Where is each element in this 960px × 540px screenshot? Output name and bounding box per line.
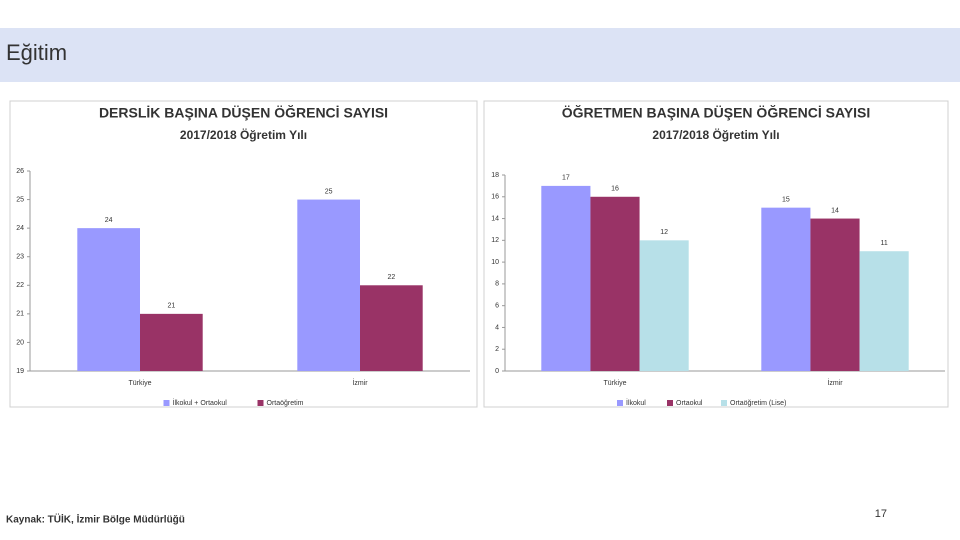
legend-label: İlkokul (626, 398, 646, 407)
y-tick-label: 0 (495, 368, 499, 375)
data-label: 11 (880, 240, 887, 247)
header-band (0, 28, 960, 82)
bar (590, 196, 640, 371)
chart-title: ÖĞRETMEN BAŞINA DÜŞEN ÖĞRENCİ SAYISI (562, 104, 871, 121)
chart-subtitle: 2017/2018 Öğretim Yılı (180, 127, 307, 142)
y-tick-label: 2 (495, 346, 499, 353)
bar (77, 228, 140, 371)
y-tick-label: 10 (491, 259, 499, 266)
y-tick-label: 24 (16, 225, 24, 232)
legend-swatch (721, 400, 727, 406)
y-tick-label: 8 (495, 281, 499, 288)
bar (140, 313, 203, 371)
source-note: Kaynak: TÜİK, İzmir Bölge Müdürlüğü (6, 513, 185, 526)
y-tick-label: 19 (16, 368, 24, 375)
data-label: 15 (782, 197, 790, 204)
y-tick-label: 18 (491, 172, 499, 179)
data-label: 17 (562, 175, 570, 182)
x-tick-label: İzmir (352, 378, 368, 387)
bar (297, 199, 360, 371)
x-tick-label: Türkiye (129, 380, 152, 387)
header-title: Eğitim (6, 40, 67, 65)
legend-swatch (617, 400, 623, 406)
bar (541, 185, 591, 371)
data-label: 24 (105, 217, 113, 224)
bar (639, 240, 689, 371)
legend-label: Ortaöğretim (Lise) (730, 400, 786, 407)
y-tick-label: 6 (495, 303, 499, 310)
y-tick-label: 14 (491, 215, 499, 222)
x-tick-label: İzmir (827, 378, 843, 387)
data-label: 14 (831, 207, 839, 214)
legend-label: Ortaokul (676, 400, 703, 407)
legend-label: Ortaöğretim (267, 400, 304, 407)
y-tick-label: 4 (495, 324, 499, 331)
page-number: 17 (875, 508, 887, 520)
data-label: 25 (325, 188, 333, 195)
y-tick-label: 16 (491, 194, 499, 201)
legend-swatch (257, 400, 264, 406)
y-tick-label: 12 (491, 237, 499, 244)
y-tick-label: 20 (16, 339, 24, 346)
data-label: 12 (660, 229, 668, 236)
chart-title: DERSLİK BAŞINA DÜŞEN ÖĞRENCİ SAYISI (99, 104, 388, 121)
data-label: 22 (387, 274, 395, 281)
bar (810, 218, 860, 371)
y-tick-label: 26 (16, 168, 24, 175)
y-tick-label: 22 (16, 282, 24, 289)
legend-label: İlkokul + Ortaokul (173, 398, 228, 407)
chart-subtitle: 2017/2018 Öğretim Yılı (652, 127, 779, 142)
x-tick-label: Türkiye (604, 380, 627, 387)
y-tick-label: 23 (16, 254, 24, 261)
y-tick-label: 21 (16, 311, 24, 318)
bar (360, 285, 423, 371)
data-label: 16 (611, 186, 619, 193)
y-tick-label: 25 (16, 196, 24, 203)
legend-swatch (667, 400, 673, 406)
legend-swatch (163, 400, 170, 406)
data-label: 21 (167, 303, 175, 310)
bar (859, 251, 909, 371)
bar (761, 207, 811, 371)
